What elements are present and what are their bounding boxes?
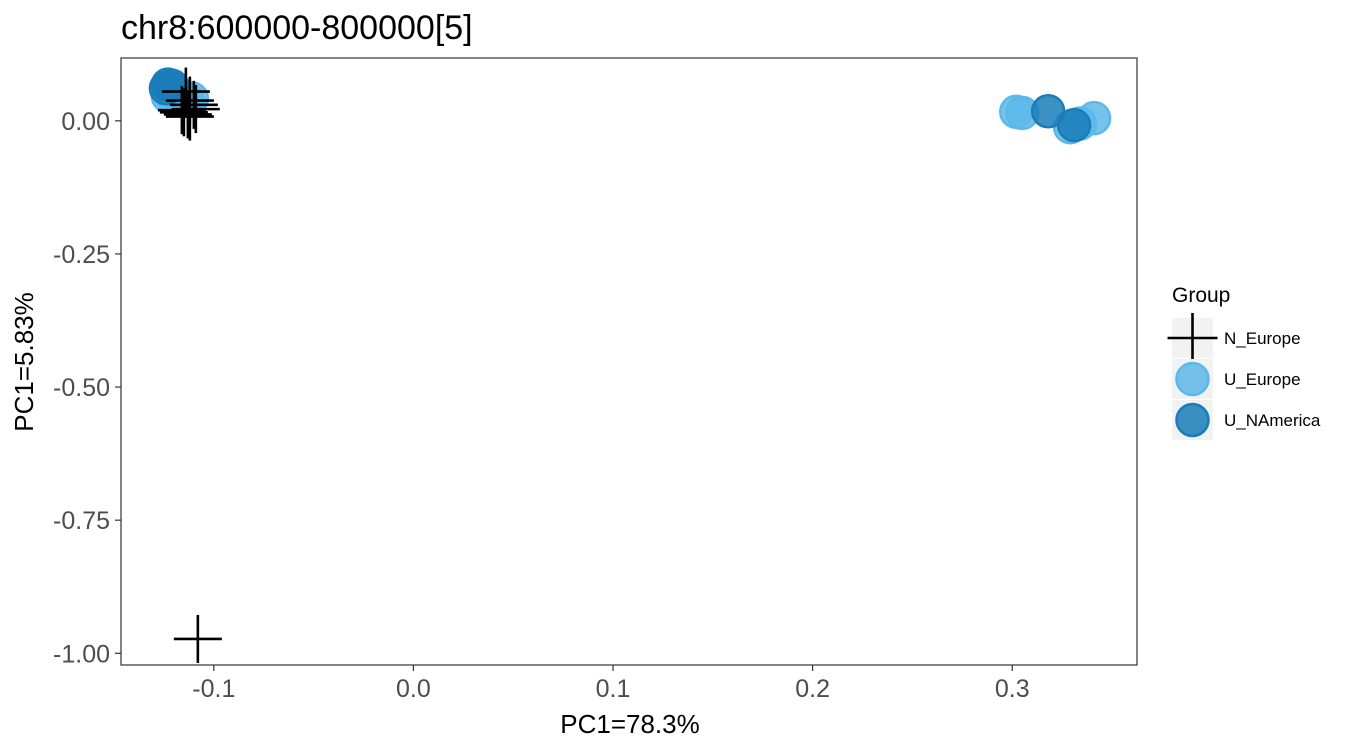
data-point-cross (173, 614, 222, 663)
legend-entry: U_Europe (1172, 359, 1301, 399)
y-tick-label: -1.00 (53, 640, 110, 668)
x-axis-title: PC1=78.3% (560, 709, 699, 739)
legend-key-circle (1175, 361, 1210, 397)
legend-entry: U_NAmerica (1172, 400, 1321, 440)
data-point-cross (159, 88, 208, 137)
x-tick-label: 0.2 (795, 675, 830, 703)
plot-area (120, 57, 1138, 666)
legend-key-circle (1175, 402, 1210, 438)
y-axis: 0.00 -0.25 -0.50 -0.75 -1.00 (53, 108, 121, 668)
chart-title: chr8:600000-800000[5] (121, 9, 473, 47)
legend-key-cross (1167, 313, 1218, 363)
y-axis-title: PC1=5.83% (9, 292, 39, 431)
legend: Group N_Europe U_Europe U_NAmerica (1167, 284, 1321, 440)
y-tick-label: -0.25 (53, 241, 110, 269)
x-tick-label: -0.1 (192, 675, 235, 703)
plot-panel (120, 57, 1138, 666)
legend-entries: N_Europe U_Europe U_NAmerica (1167, 313, 1321, 440)
data-point-cross (165, 76, 214, 125)
data-point-cross (157, 86, 206, 135)
data-point-cross (163, 90, 212, 139)
legend-title: Group (1172, 284, 1230, 307)
y-tick-label: -0.50 (53, 374, 110, 402)
y-tick-label: 0.00 (61, 108, 110, 136)
legend-label: U_NAmerica (1224, 411, 1321, 430)
y-tick-label: -0.75 (53, 507, 110, 535)
x-axis: -0.1 0.0 0.1 0.2 0.3 (192, 665, 1030, 703)
data-point-cross (169, 80, 218, 129)
x-tick-label: 0.3 (995, 675, 1030, 703)
x-tick-label: 0.1 (596, 675, 631, 703)
legend-label: N_Europe (1224, 329, 1301, 348)
data-point-circle (1056, 107, 1092, 143)
points-layer (148, 67, 1112, 663)
data-point-cross (161, 67, 210, 116)
legend-label: U_Europe (1224, 370, 1301, 389)
x-tick-label: 0.0 (396, 675, 431, 703)
legend-entry: N_Europe (1167, 313, 1301, 363)
